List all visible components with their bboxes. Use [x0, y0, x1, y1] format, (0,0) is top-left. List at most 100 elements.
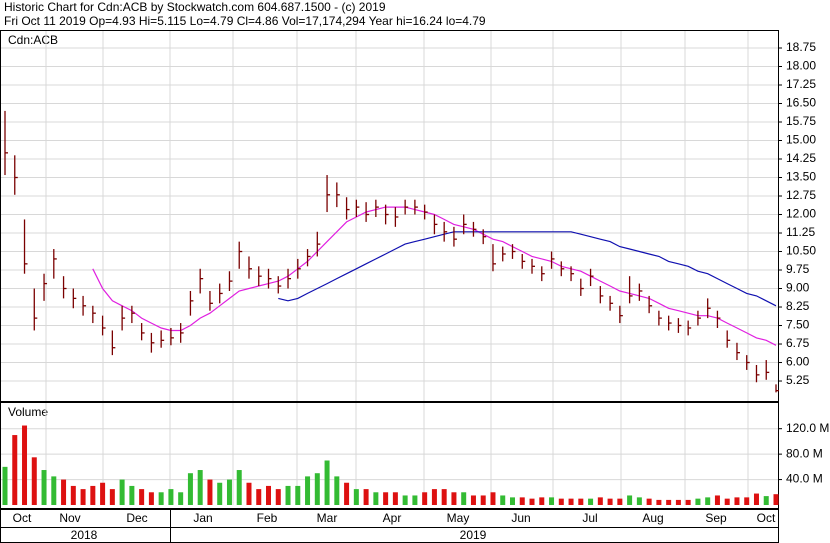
month-label: Mar — [317, 511, 338, 525]
volume-bar — [714, 495, 720, 505]
volume-bar — [695, 498, 701, 505]
y-tick-label: 17.25 — [786, 77, 816, 91]
volume-bar — [275, 489, 281, 505]
volume-bar — [324, 460, 330, 505]
volume-bar — [90, 485, 96, 505]
volume-bar — [646, 498, 652, 505]
volume-bar — [314, 473, 320, 505]
year-label: 2018 — [71, 528, 98, 542]
volume-bar — [558, 498, 564, 505]
volume-bar — [51, 476, 57, 505]
y-tick-label: 15.00 — [786, 133, 816, 147]
month-label: Oct — [757, 511, 776, 525]
month-label: Nov — [59, 511, 80, 525]
volume-bar — [431, 489, 437, 505]
volume-bar — [285, 485, 291, 505]
volume-bar — [705, 497, 711, 505]
volume-bar — [168, 489, 174, 505]
moving-average — [278, 231, 777, 307]
price-panel — [0, 30, 779, 402]
volume-bar — [568, 498, 574, 505]
y-tick-label: 9.00 — [786, 281, 810, 295]
volume-bar — [178, 492, 184, 505]
y-tick-label: 6.00 — [786, 355, 810, 369]
volume-bar — [549, 497, 555, 505]
quote-line: Fri Oct 11 2019 Op=4.93 Hi=5.115 Lo=4.79… — [4, 14, 486, 28]
volume-bar — [441, 489, 447, 505]
y-tick-label: 12.75 — [786, 188, 816, 202]
volume-bar — [22, 425, 28, 505]
y-tick-label: 14.25 — [786, 151, 816, 165]
y-tick-label: 120.0 M — [786, 421, 829, 435]
volume-bar — [422, 492, 428, 505]
y-tick-label: 7.50 — [786, 318, 810, 332]
volume-bar — [490, 492, 496, 505]
y-tick-label: 10.50 — [786, 244, 816, 258]
month-label: Apr — [383, 511, 402, 525]
volume-bar — [187, 473, 193, 505]
volume-panel — [0, 402, 779, 509]
volume-bar — [129, 485, 135, 505]
y-tick-label: 11.25 — [786, 225, 815, 239]
month-label: Dec — [126, 511, 147, 525]
month-label: May — [447, 511, 470, 525]
volume-label: Volume — [8, 405, 48, 419]
volume-bar — [226, 479, 232, 505]
month-label: Aug — [642, 511, 663, 525]
y-tick-label: 16.50 — [786, 96, 816, 110]
volume-bar — [61, 479, 67, 505]
volume-bar — [509, 497, 515, 505]
volume-bar — [383, 492, 389, 505]
volume-bar — [334, 476, 340, 505]
month-label: Jan — [193, 511, 212, 525]
y-tick-label: 6.75 — [786, 336, 810, 350]
volume-bar — [256, 489, 262, 505]
volume-bar — [470, 495, 476, 505]
volume-bar — [461, 492, 467, 505]
year-label: 2019 — [460, 528, 487, 542]
volume-bar — [100, 482, 106, 505]
volume-bar — [656, 499, 662, 505]
volume-bar — [207, 479, 213, 505]
volume-bar — [412, 495, 418, 505]
volume-bar — [539, 497, 545, 505]
volume-bar — [70, 485, 76, 505]
price-label: Cdn:ACB — [8, 33, 58, 47]
volume-bar — [597, 497, 603, 505]
volume-bar — [344, 482, 350, 505]
y-tick-label: 8.25 — [786, 299, 810, 313]
chart-title: Historic Chart for Cdn:ACB by Stockwatch… — [4, 0, 386, 14]
y-tick-label: 12.00 — [786, 207, 816, 221]
volume-bar — [119, 479, 125, 505]
volume-bar — [685, 499, 691, 505]
month-label: Feb — [257, 511, 278, 525]
volume-bar — [31, 457, 37, 505]
y-tick-label: 18.75 — [786, 40, 816, 54]
volume-bar — [305, 476, 311, 505]
volume-bar — [675, 499, 681, 505]
volume-bar — [402, 495, 408, 505]
volume-bar — [373, 492, 379, 505]
volume-bar — [295, 485, 301, 505]
volume-bar — [636, 497, 642, 505]
volume-bar — [578, 498, 584, 505]
volume-bar — [148, 492, 154, 505]
volume-bar — [734, 497, 740, 505]
volume-bar — [158, 492, 164, 505]
volume-bar — [607, 498, 613, 505]
month-label: Oct — [13, 511, 32, 525]
month-label: Sep — [705, 511, 727, 525]
month-label: Jul — [582, 511, 597, 525]
volume-bar — [2, 466, 8, 505]
y-tick-label: 13.50 — [786, 170, 816, 184]
volume-bar — [529, 498, 535, 505]
y-tick-label: 15.75 — [786, 114, 816, 128]
volume-bar — [763, 496, 769, 505]
y-tick-label: 80.0 M — [786, 446, 823, 460]
y-tick-label: 40.0 M — [786, 472, 823, 486]
y-tick-label: 9.75 — [786, 262, 810, 276]
volume-bar — [666, 499, 672, 505]
volume-bar — [41, 470, 47, 505]
volume-bar — [12, 435, 18, 505]
